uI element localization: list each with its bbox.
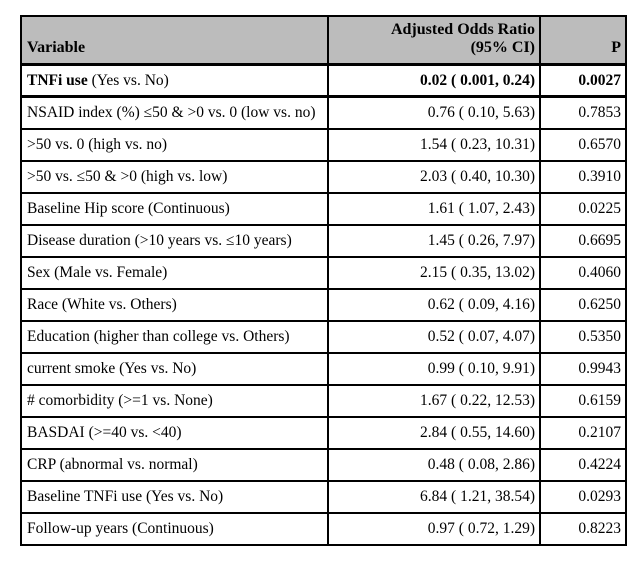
header-variable-label: Variable	[27, 39, 86, 56]
p-value-cell: 0.4060	[539, 255, 627, 290]
header-variable: Variable	[20, 15, 329, 66]
table-row: >50 vs. 0 (high vs. no) 1.54 ( 0.23, 10.3…	[20, 127, 627, 162]
p-value-cell: 0.3910	[539, 159, 627, 194]
variable-label: Baseline TNFi use (Yes vs. No)	[27, 487, 224, 505]
p-value-cell: 0.2107	[539, 415, 627, 450]
p-value-cell: 0.8223	[539, 511, 627, 546]
odds-ratio-cell: 6.84 ( 1.21, 38.54)	[327, 479, 541, 514]
table-row: BASDAI (>=40 vs. <40) 2.84 ( 0.55, 14.60)…	[20, 415, 627, 450]
odds-ratio-cell: 0.62 ( 0.09, 4.16)	[327, 287, 541, 322]
table-row: Disease duration (>10 years vs. ≤10 year…	[20, 223, 627, 258]
odds-ratio-table: Variable Adjusted Odds Ratio (95% CI) P …	[20, 15, 627, 546]
p-value-cell: 0.6570	[539, 127, 627, 162]
variable-label: Race (White vs. Others)	[27, 295, 177, 313]
variable-cell: Baseline Hip score (Continuous)	[20, 191, 329, 226]
variable-cell: Sex (Male vs. Female)	[20, 255, 329, 290]
variable-label: >50 vs. ≤50 & >0 (high vs. low)	[27, 167, 228, 185]
table-row: Race (White vs. Others) 0.62 ( 0.09, 4.16…	[20, 287, 627, 322]
variable-label: (Yes vs. No)	[87, 71, 169, 89]
odds-ratio-cell: 0.76 ( 0.10, 5.63)	[327, 95, 541, 130]
variable-label: Baseline Hip score (Continuous)	[27, 199, 230, 217]
variable-cell: Baseline TNFi use (Yes vs. No)	[20, 479, 329, 514]
odds-ratio-cell: 0.02 ( 0.001, 0.24)	[327, 63, 541, 98]
header-p-label: P	[611, 39, 621, 56]
variable-label: Disease duration (>10 years vs. ≤10 year…	[27, 231, 292, 249]
p-value-cell: 0.0293	[539, 479, 627, 514]
p-value-cell: 0.4224	[539, 447, 627, 482]
odds-ratio-cell: 2.84 ( 0.55, 14.60)	[327, 415, 541, 450]
p-value-cell: 0.6695	[539, 223, 627, 258]
odds-ratio-cell: 1.54 ( 0.23, 10.31)	[327, 127, 541, 162]
table-row: TNFi use (Yes vs. No) 0.02 ( 0.001, 0.24)…	[20, 63, 627, 98]
variable-label: >50 vs. 0 (high vs. no)	[27, 135, 168, 153]
p-value-cell: 0.7853	[539, 95, 627, 130]
variable-label-strong: TNFi use	[27, 71, 88, 89]
p-value-cell: 0.0225	[539, 191, 627, 226]
odds-ratio-cell: 1.45 ( 0.26, 7.97)	[327, 223, 541, 258]
table-row: Sex (Male vs. Female) 2.15 ( 0.35, 13.02)…	[20, 255, 627, 290]
header-odds-ratio: Adjusted Odds Ratio (95% CI)	[327, 15, 541, 66]
variable-cell: # comorbidity (>=1 vs. None)	[20, 383, 329, 418]
header-row: Variable Adjusted Odds Ratio (95% CI) P	[20, 15, 627, 66]
variable-cell: >50 vs. ≤50 & >0 (high vs. low)	[20, 159, 329, 194]
variable-label: Follow-up years (Continuous)	[27, 519, 214, 537]
variable-cell: current smoke (Yes vs. No)	[20, 351, 329, 386]
odds-ratio-cell: 0.48 ( 0.08, 2.86)	[327, 447, 541, 482]
table-row: Baseline Hip score (Continuous) 1.61 ( 1.…	[20, 191, 627, 226]
table-row: Education (higher than college vs. Other…	[20, 319, 627, 354]
variable-cell: CRP (abnormal vs. normal)	[20, 447, 329, 482]
table-row: # comorbidity (>=1 vs. None) 1.67 ( 0.22,…	[20, 383, 627, 418]
p-value-cell: 0.6159	[539, 383, 627, 418]
p-value-cell: 0.0027	[539, 63, 627, 98]
odds-ratio-cell: 0.97 ( 0.72, 1.29)	[327, 511, 541, 546]
variable-cell: TNFi use (Yes vs. No)	[20, 63, 329, 98]
variable-label: Sex (Male vs. Female)	[27, 263, 168, 281]
variable-label: BASDAI (>=40 vs. <40)	[27, 423, 182, 441]
p-value-cell: 0.5350	[539, 319, 627, 354]
variable-label: CRP (abnormal vs. normal)	[27, 455, 198, 473]
p-value-cell: 0.6250	[539, 287, 627, 322]
table-row: NSAID index (%) ≤50 & >0 vs. 0 (low vs. …	[20, 95, 627, 130]
variable-cell: Education (higher than college vs. Other…	[20, 319, 329, 354]
table-row: Follow-up years (Continuous) 0.97 ( 0.72,…	[20, 511, 627, 546]
variable-label: current smoke (Yes vs. No)	[27, 359, 197, 377]
odds-ratio-cell: 2.03 ( 0.40, 10.30)	[327, 159, 541, 194]
variable-label: NSAID index (%) ≤50 & >0 vs. 0 (low vs. …	[27, 103, 316, 121]
odds-ratio-cell: 0.99 ( 0.10, 9.91)	[327, 351, 541, 386]
table-body: TNFi use (Yes vs. No) 0.02 ( 0.001, 0.24)…	[20, 63, 627, 546]
table-row: CRP (abnormal vs. normal) 0.48 ( 0.08, 2.…	[20, 447, 627, 482]
variable-cell: Disease duration (>10 years vs. ≤10 year…	[20, 223, 329, 258]
variable-cell: Race (White vs. Others)	[20, 287, 329, 322]
odds-ratio-cell: 2.15 ( 0.35, 13.02)	[327, 255, 541, 290]
variable-label: # comorbidity (>=1 vs. None)	[27, 391, 213, 409]
variable-label: Education (higher than college vs. Other…	[27, 327, 290, 345]
table-row: Baseline TNFi use (Yes vs. No) 6.84 ( 1.2…	[20, 479, 627, 514]
odds-ratio-cell: 1.61 ( 1.07, 2.43)	[327, 191, 541, 226]
variable-cell: Follow-up years (Continuous)	[20, 511, 329, 546]
table-row: current smoke (Yes vs. No) 0.99 ( 0.10, 9…	[20, 351, 627, 386]
header-odds-ratio-label: Adjusted Odds Ratio (95% CI)	[390, 21, 535, 56]
header-p-value: P	[539, 15, 627, 66]
table-row: >50 vs. ≤50 & >0 (high vs. low) 2.03 ( 0.…	[20, 159, 627, 194]
variable-cell: >50 vs. 0 (high vs. no)	[20, 127, 329, 162]
odds-ratio-cell: 0.52 ( 0.07, 4.07)	[327, 319, 541, 354]
odds-ratio-cell: 1.67 ( 0.22, 12.53)	[327, 383, 541, 418]
variable-cell: BASDAI (>=40 vs. <40)	[20, 415, 329, 450]
variable-cell: NSAID index (%) ≤50 & >0 vs. 0 (low vs. …	[20, 95, 329, 130]
p-value-cell: 0.9943	[539, 351, 627, 386]
